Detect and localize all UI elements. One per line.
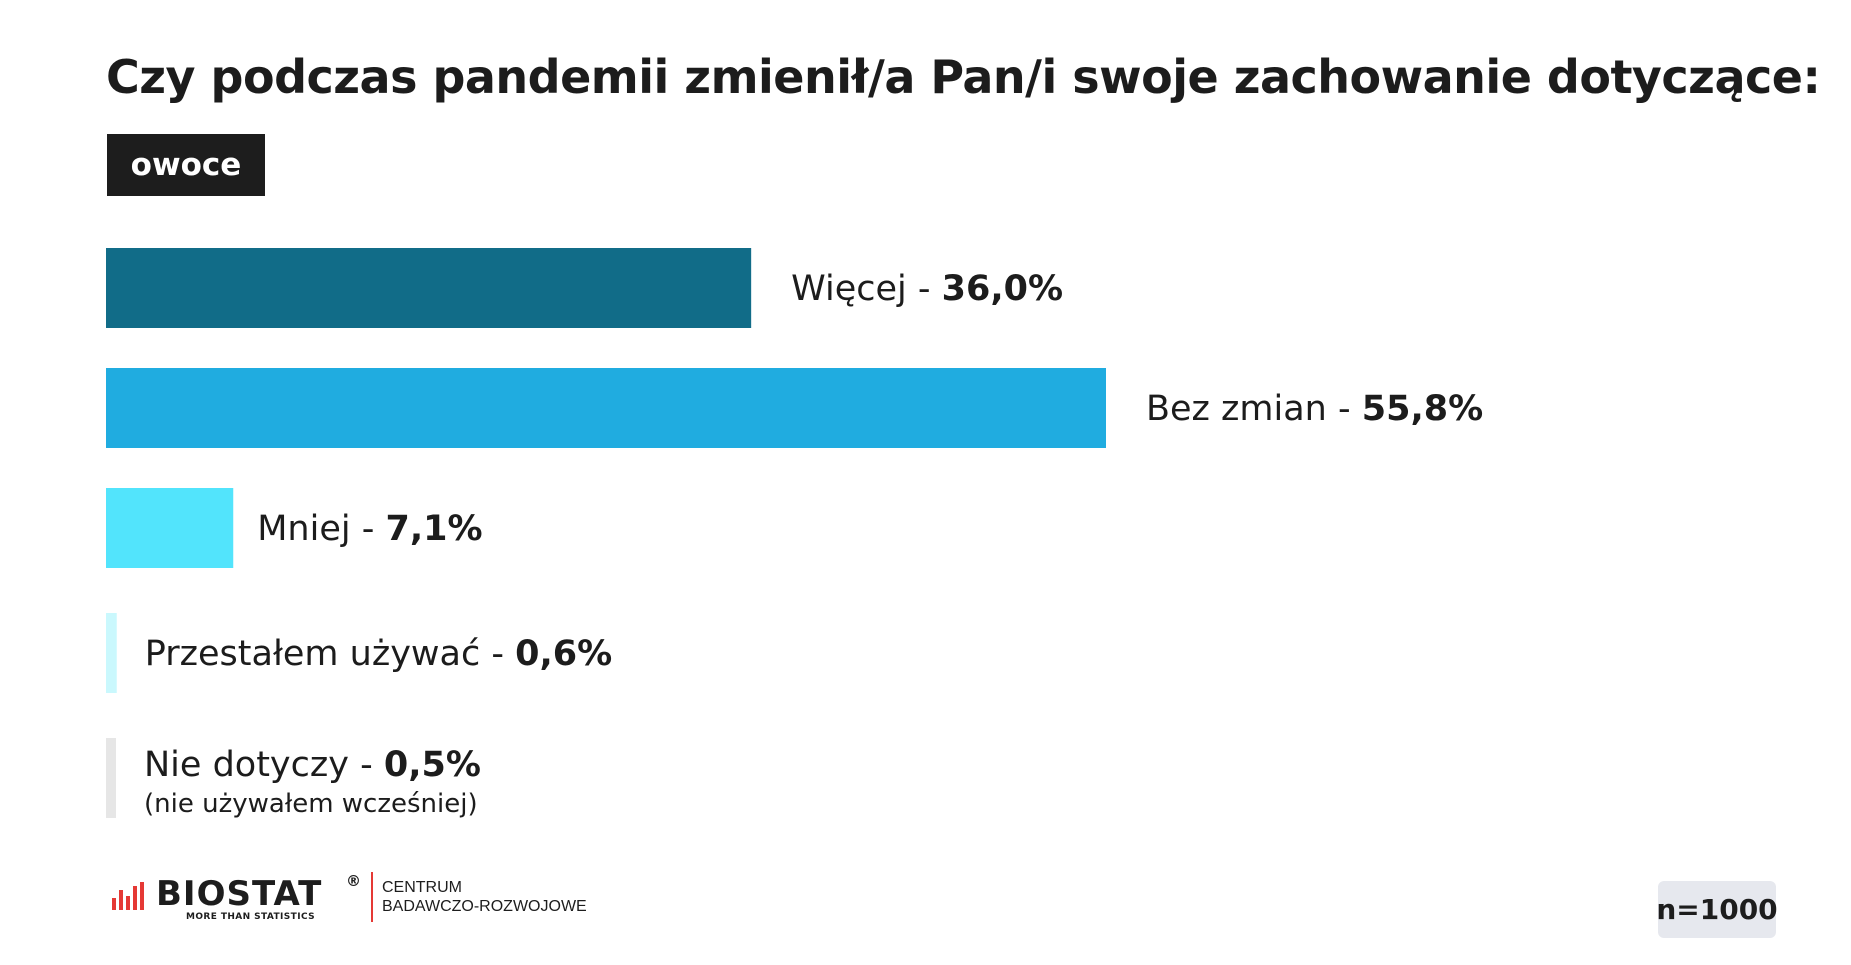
bar-value-5: 0,5% xyxy=(384,745,481,785)
bar-category-2: Bez zmian - xyxy=(1146,389,1362,429)
bar-category-4: Przestałem używać - xyxy=(145,634,515,674)
logo-division-line2: BADAWCZO-ROZWOJOWE xyxy=(382,898,587,915)
bar-category-5: Nie dotyczy - xyxy=(144,745,384,785)
category-tag: owoce xyxy=(107,134,265,196)
bar-value-2: 55,8% xyxy=(1362,389,1483,429)
bar-value-3: 7,1% xyxy=(385,509,482,549)
bar-3 xyxy=(106,488,234,568)
bar-label-4: Przestałem używać - 0,6% xyxy=(145,634,612,674)
bar-value-4: 0,6% xyxy=(515,634,612,674)
logo-division: CENTRUM BADAWCZO-ROZWOJOWE xyxy=(382,878,587,916)
bar-1 xyxy=(106,248,752,328)
logo-division-line1: CENTRUM xyxy=(382,879,462,896)
bar-4 xyxy=(106,613,117,693)
bar-value-1: 36,0% xyxy=(942,269,1063,309)
bar-label-1: Więcej - 36,0% xyxy=(791,269,1063,309)
bar-label-2: Bez zmian - 55,8% xyxy=(1146,389,1483,429)
bar-category-3: Mniej - xyxy=(257,509,385,549)
chart-title: Czy podczas pandemii zmienił/a Pan/i swo… xyxy=(106,50,1821,104)
logo-wordmark: BIOSTAT xyxy=(156,874,323,914)
registered-mark: ® xyxy=(346,872,361,890)
bar-chart: Więcej - 36,0% Bez zmian - 55,8% Mniej - 7… xyxy=(106,248,1483,819)
logo-bars-icon xyxy=(112,882,144,910)
sample-size-badge: n=1000 xyxy=(1656,881,1778,938)
bar-note-5: (nie używałem wcześniej) xyxy=(144,789,478,819)
bar-5 xyxy=(106,738,116,818)
bar-category-1: Więcej - xyxy=(791,269,941,309)
bar-label-3: Mniej - 7,1% xyxy=(257,509,482,549)
bar-label-5: Nie dotyczy - 0,5% xyxy=(144,745,481,785)
logo-divider xyxy=(371,872,373,922)
logo-tagline: MORE THAN STATISTICS xyxy=(186,912,316,922)
bar-2 xyxy=(106,368,1106,448)
